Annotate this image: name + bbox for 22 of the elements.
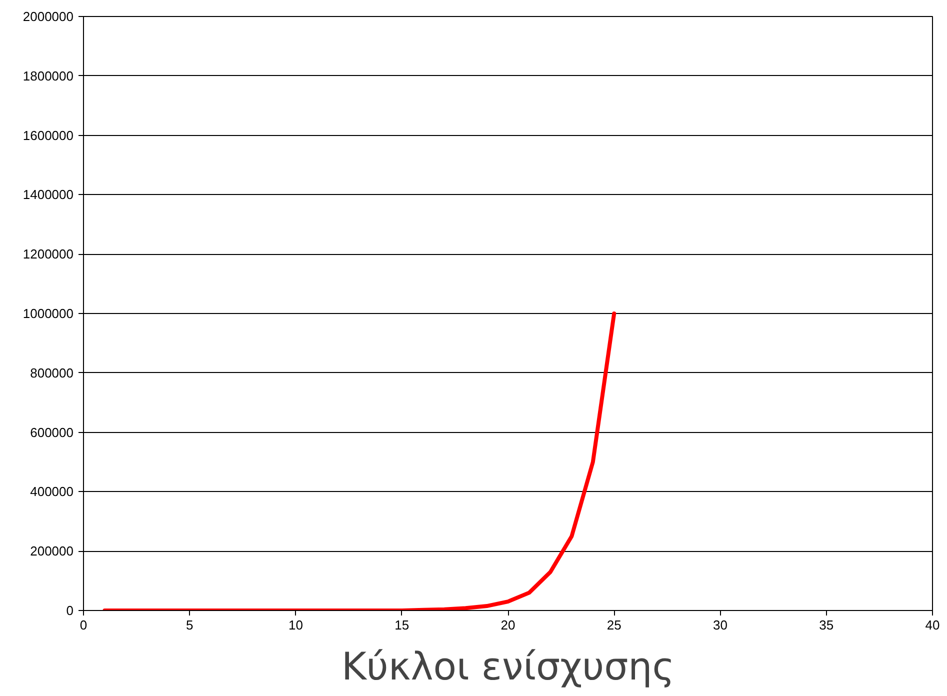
y-tick-label: 1800000 [22,68,74,84]
y-tick-label: 800000 [30,365,74,380]
y-tick-label: 600000 [30,424,74,440]
y-tick-label: 0 [66,603,74,618]
x-tick-label: 5 [186,618,194,632]
line-series [102,312,616,610]
x-axis-title: Κύκλοι ενίσχυσης [341,644,675,688]
y-tick-label: 400000 [30,484,74,500]
y-tick-label: 1200000 [22,246,74,262]
y-tick-label: 1000000 [22,306,74,321]
y-tick-label: 2000000 [22,9,74,24]
x-tick-label: 15 [394,618,410,632]
x-tick-label: 30 [713,618,728,632]
y-tick-label: 200000 [30,544,74,559]
x-tick-label: 35 [819,618,834,632]
x-tick-label: 25 [606,618,622,632]
x-tick-label: 0 [80,618,88,632]
x-tick-label: 10 [288,618,303,632]
x-tick-label: 40 [925,618,940,632]
y-tick-label: 1600000 [22,128,74,143]
x-tick-label: 20 [500,618,516,632]
y-tick-label: 1400000 [22,187,74,202]
